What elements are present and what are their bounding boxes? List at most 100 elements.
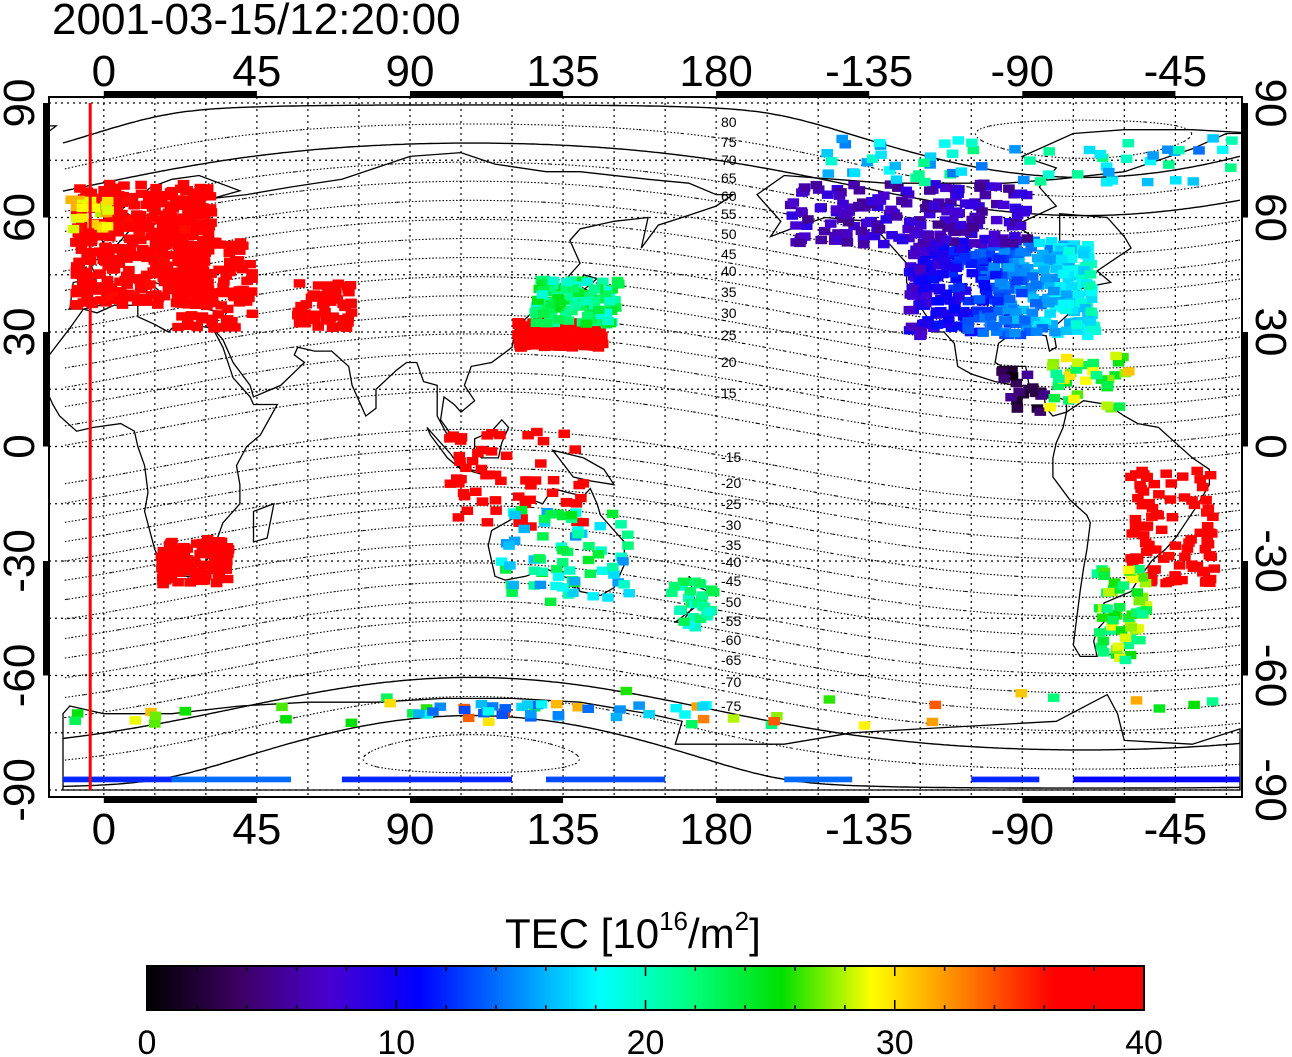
tec-cell [1169,571,1181,580]
tec-cell [80,188,92,197]
tec-cell [220,565,233,574]
tec-cell [836,134,848,144]
tec-cell [890,212,903,221]
tec-cell [908,250,920,260]
tec-cell [485,447,498,456]
tec-cell [118,181,130,190]
tec-cell [941,262,954,271]
tec-cell [1115,626,1128,635]
tec-cell [584,569,597,578]
right-frame-bar [1243,561,1248,676]
tec-cell [939,139,951,148]
tec-cell [633,701,645,710]
tec-cell [177,213,190,222]
colorbar-tick-label: 20 [627,1024,665,1057]
tec-cell [160,236,173,245]
tec-cell [205,269,217,278]
tec-cell [1072,290,1085,299]
tec-cell [525,481,537,490]
tec-cell [103,250,115,260]
tec-cell [513,518,525,527]
tec-cell [841,238,854,247]
tec-cell [181,251,193,261]
tec-cell [942,223,954,232]
tec-cell [602,316,614,326]
tec-cell [993,292,1006,301]
tec-cell [1068,265,1081,275]
tec-cell [1020,323,1033,332]
tec-cell [486,429,498,438]
tec-cell [213,265,225,274]
tec-cell [187,285,200,294]
contour-label: -65 [721,652,741,668]
tec-cell [866,197,878,206]
tec-cell [996,367,1008,376]
contour-label: -15 [721,449,741,465]
tec-cell [689,623,702,632]
tec-cell [458,705,471,715]
tec-cell [954,220,966,230]
tec-cell [924,160,936,169]
contour-label: 20 [721,354,737,370]
tec-cell [921,319,934,328]
tec-cell [113,259,126,268]
tec-cell [105,283,118,292]
tec-cell [455,475,467,484]
bottom-lon-label: -90 [990,805,1054,854]
right-lat-label: 90 [1246,79,1292,128]
tec-cell [88,203,101,212]
tec-cell [537,328,550,337]
tec-cell [945,198,957,207]
tec-cell [135,235,147,245]
tec-cell [338,315,350,324]
contour-line [62,352,1241,427]
tec-cell [1080,360,1092,370]
tec-cell [1178,493,1191,502]
tec-cell [210,578,223,588]
tec-cell [676,582,688,591]
tec-cell [1011,404,1024,413]
tec-cell [318,300,330,309]
tec-cell [481,518,494,527]
tec-cell [853,186,866,195]
tec-cell [181,544,193,553]
tec-cell [1126,529,1138,538]
tec-cell [127,292,140,301]
tec-cell [830,205,843,214]
tec-cell [308,315,321,325]
tec-cell [245,287,258,296]
tec-cell [1090,370,1103,380]
tec-cell [123,234,136,243]
tec-cell [155,199,168,208]
tec-cell [573,480,585,490]
tec-cell [1071,390,1084,399]
tec-cell [991,327,1003,336]
tec-cell [768,717,780,726]
tec-cell [246,269,258,278]
tec-cell [1170,176,1182,185]
tec-cell [1011,210,1024,220]
tec-cell [982,306,994,316]
tec-cell [1047,693,1060,702]
tec-cell [842,218,855,227]
tec-cell [947,217,959,227]
tec-cell [181,298,193,308]
tec-cell [384,699,396,708]
tec-cell [932,297,944,306]
tec-cell [941,207,953,216]
tec-cell [530,318,543,327]
tec-cell [1085,307,1097,316]
tec-cell [82,272,94,281]
tec-cell [1146,503,1159,513]
tec-cell [1173,561,1186,570]
tec-cell [212,310,225,319]
tec-cell [1144,156,1157,166]
tec-cell [588,284,601,294]
tec-cell [1097,648,1110,657]
tec-cell [552,509,565,518]
tec-cell [1124,650,1137,660]
tec-cell [900,186,913,195]
left-frame-bar [43,332,48,447]
tec-cell [1102,374,1115,384]
